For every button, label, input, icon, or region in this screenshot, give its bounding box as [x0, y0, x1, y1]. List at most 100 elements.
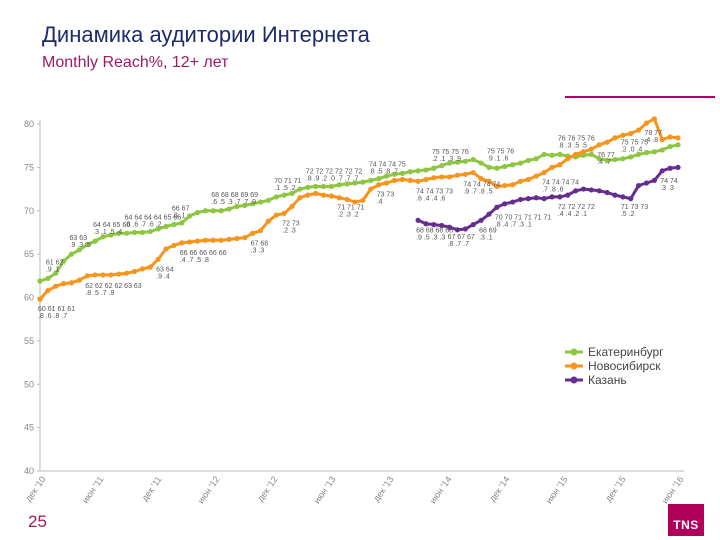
data-label: .4 .7 .5 .8: [180, 257, 209, 264]
data-point: [486, 211, 492, 217]
data-label: .4 .4 .2 .1: [558, 211, 587, 218]
data-point: [108, 232, 114, 238]
x-tick-label: июн '13: [312, 474, 338, 505]
data-point: [383, 180, 390, 186]
data-point: [533, 156, 539, 162]
line-chart: 40 45 50 55 60 65 70 75 80 дек '10 июн '11 дек '11 и…: [23, 116, 686, 506]
data-point: [234, 235, 240, 242]
legend-entry: Екатеринбург: [588, 345, 664, 359]
data-label: .3 .1: [479, 234, 493, 241]
data-point: [76, 247, 82, 253]
legend-entry: Казань: [588, 373, 627, 387]
data-point: [210, 237, 216, 243]
data-point: [470, 222, 476, 228]
data-point: [446, 160, 453, 166]
data-point: [226, 236, 232, 242]
data-point: [667, 143, 673, 150]
x-tick-label: дек '12: [255, 474, 280, 503]
data-label: .2 .1 .3 .9: [432, 156, 461, 163]
data-label: .3 .3: [251, 247, 265, 254]
data-label: .8 .4 .7 .3 .1: [495, 221, 532, 228]
data-point: [494, 204, 500, 210]
data-label: 74 74 74 74: [463, 181, 500, 188]
data-point: [446, 174, 453, 180]
legend-marker: [570, 348, 578, 356]
data-point: [194, 238, 201, 244]
data-point: [549, 194, 555, 200]
x-tick-label: дек '10: [23, 474, 48, 503]
data-point: [305, 192, 311, 198]
data-point: [423, 167, 429, 173]
top-divider: [565, 96, 715, 98]
data-point: [218, 208, 224, 214]
data-point: [462, 171, 468, 177]
data-label: 61 62.: [46, 259, 66, 266]
data-label: .2 .3: [282, 227, 296, 234]
data-label: .8 .6 .7 .6 .2: [125, 221, 162, 228]
data-point: [45, 287, 51, 294]
data-point: [265, 218, 272, 224]
data-point: [502, 163, 508, 170]
data-point: [124, 270, 130, 276]
data-point: [454, 227, 461, 233]
data-point: [541, 151, 547, 157]
data-point: [557, 162, 563, 168]
data-point: [281, 192, 287, 198]
data-point: [494, 165, 500, 171]
data-point: [580, 186, 587, 192]
data-point: [108, 272, 114, 278]
tns-logo: TNS: [668, 504, 704, 536]
data-point: [352, 180, 358, 186]
y-tick-label: 60: [24, 293, 34, 303]
data-point: [61, 281, 67, 287]
data-point: [588, 146, 594, 152]
data-point: [620, 156, 626, 162]
data-point: [313, 183, 319, 190]
data-point: [517, 160, 524, 166]
data-point: [659, 168, 665, 174]
data-point: [336, 195, 342, 201]
data-point: [478, 217, 484, 223]
data-point: [76, 277, 82, 283]
data-point: [573, 151, 579, 157]
data-point: [423, 176, 429, 183]
data-label: 71 73 73: [621, 204, 648, 211]
data-point: [486, 164, 492, 170]
data-point: [281, 210, 287, 216]
x-tick-label: июн '16: [660, 474, 686, 505]
data-point: [155, 256, 161, 262]
data-point: [486, 178, 492, 184]
data-point: [368, 177, 374, 183]
data-label: 60 61 61 61: [38, 306, 75, 313]
x-tick-label: дек '13: [371, 474, 396, 503]
data-point: [171, 242, 177, 249]
data-point: [391, 171, 398, 177]
data-label: .6 .5 .3 .7 .7 .9: [211, 199, 256, 206]
data-point: [415, 178, 421, 184]
data-point: [383, 173, 390, 179]
data-point: [533, 195, 539, 201]
data-label: 78 77: [644, 130, 662, 137]
data-label: .2 .0 .4: [621, 147, 643, 154]
data-label: .9 .3 .5: [70, 242, 92, 249]
data-point: [289, 203, 295, 210]
data-label: 66 66 66 66 66: [180, 250, 227, 257]
data-label: 72 73: [282, 220, 300, 227]
data-point: [100, 272, 106, 278]
data-point: [187, 239, 193, 245]
y-tick-label: 70: [24, 206, 34, 216]
data-label: .1 .5 .2: [274, 185, 296, 192]
slide-title: Динамика аудитории Интернета: [42, 22, 370, 47]
data-point: [250, 230, 256, 236]
data-point: [446, 224, 453, 230]
series-line-2: [417, 165, 679, 232]
data-point: [636, 127, 642, 133]
data-point: [179, 220, 185, 226]
data-point: [265, 197, 272, 203]
data-point: [320, 192, 327, 198]
data-label: .6 .4 .4 .6: [416, 195, 445, 202]
data-point: [628, 196, 634, 202]
data-label: .8 .6 .8 .7: [38, 313, 67, 320]
data-label: 74 74 74 74: [542, 180, 579, 187]
